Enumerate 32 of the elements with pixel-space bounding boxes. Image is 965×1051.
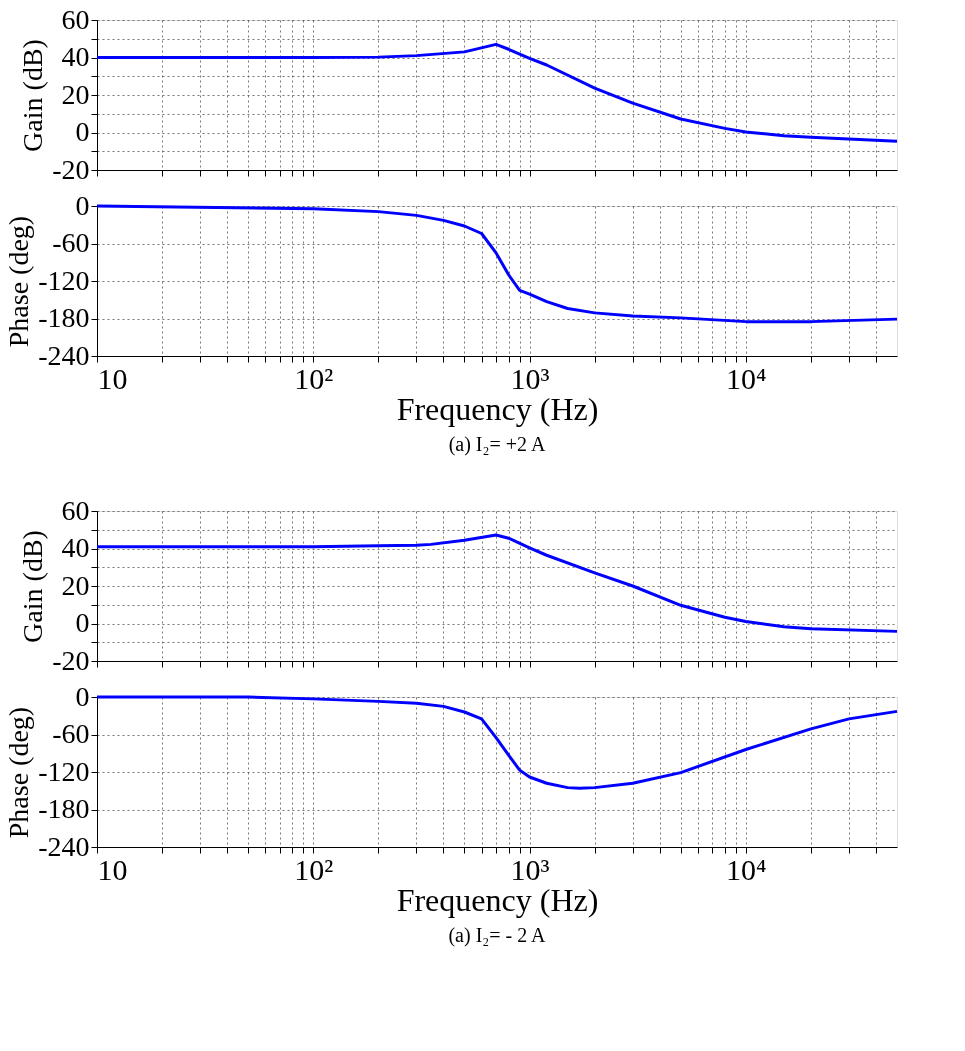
- y-tick-label: 0: [75, 189, 90, 221]
- text: (a) I₂= - 2 A: [448, 924, 547, 947]
- y-axis-title: Gain (dB): [17, 530, 49, 643]
- y-tick-label: 0: [75, 680, 90, 712]
- y-tick-label: -120: [38, 264, 90, 296]
- x-tick-label: 10²: [294, 852, 334, 886]
- y-tick-label: 40: [61, 41, 90, 72]
- x-tick-label: 10: [97, 361, 128, 395]
- y-tick-label: -240: [38, 830, 90, 862]
- y-tick-label: -180: [38, 793, 90, 824]
- x-tick-label: 10⁴: [726, 852, 767, 886]
- x-tick-label: 10⁴: [726, 361, 767, 395]
- y-tick-label: -60: [52, 718, 90, 749]
- y-tick-label: -240: [38, 339, 90, 371]
- y-axis-title: Gain (dB): [17, 39, 49, 152]
- y-tick-label: 40: [61, 532, 90, 563]
- y-axis-title: Phase (deg): [3, 215, 35, 348]
- y-tick-label: 60: [61, 3, 90, 35]
- y-tick-label: -20: [52, 153, 90, 185]
- y-tick-label: 0: [75, 607, 90, 638]
- y-tick-label: -120: [38, 755, 90, 787]
- x-tick-label: 10²: [294, 361, 334, 395]
- y-tick-label: 20: [61, 569, 90, 601]
- x-tick-label: 10: [97, 852, 128, 886]
- y-tick-label: 20: [61, 78, 90, 110]
- y-tick-label: 60: [61, 494, 90, 526]
- y-tick-label: 0: [75, 116, 90, 147]
- y-tick-label: -60: [52, 227, 90, 258]
- y-axis-title: Phase (deg): [3, 706, 35, 839]
- y-tick-label: -20: [52, 644, 90, 676]
- text: (a) I₂= +2 A: [448, 433, 546, 456]
- y-tick-label: -180: [38, 302, 90, 333]
